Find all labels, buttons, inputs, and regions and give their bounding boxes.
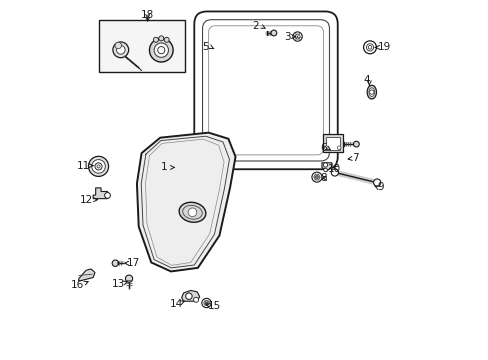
Circle shape: [164, 37, 169, 42]
Text: 12: 12: [80, 195, 93, 205]
Circle shape: [366, 44, 373, 51]
Circle shape: [113, 42, 128, 58]
Ellipse shape: [179, 202, 205, 222]
Circle shape: [153, 37, 158, 42]
Text: 10: 10: [327, 164, 340, 174]
Circle shape: [311, 172, 321, 182]
Circle shape: [116, 45, 125, 54]
Polygon shape: [79, 269, 95, 281]
Circle shape: [202, 298, 211, 308]
Text: 17: 17: [126, 258, 140, 268]
Text: 2: 2: [251, 21, 258, 31]
Text: 5: 5: [202, 42, 208, 52]
Ellipse shape: [366, 85, 376, 99]
Circle shape: [97, 165, 100, 168]
Circle shape: [294, 34, 300, 39]
Circle shape: [337, 146, 340, 149]
Circle shape: [154, 43, 168, 57]
Polygon shape: [182, 291, 199, 301]
Circle shape: [330, 169, 338, 176]
Circle shape: [185, 293, 192, 300]
Circle shape: [115, 42, 121, 49]
Circle shape: [95, 163, 102, 170]
Bar: [325, 137, 339, 149]
Circle shape: [270, 30, 276, 36]
Polygon shape: [137, 133, 235, 271]
Circle shape: [159, 36, 163, 41]
Circle shape: [88, 156, 108, 176]
Polygon shape: [321, 163, 331, 171]
Circle shape: [323, 168, 326, 172]
Text: 7: 7: [352, 153, 358, 163]
Circle shape: [188, 208, 196, 217]
Circle shape: [193, 297, 198, 302]
Circle shape: [323, 163, 327, 167]
FancyBboxPatch shape: [194, 12, 337, 169]
Circle shape: [149, 39, 173, 62]
Polygon shape: [93, 188, 109, 199]
Ellipse shape: [368, 88, 374, 96]
Circle shape: [367, 45, 371, 49]
Bar: [99, 21, 185, 72]
Circle shape: [104, 193, 110, 198]
Circle shape: [369, 90, 373, 94]
Circle shape: [324, 146, 327, 149]
Text: 4: 4: [363, 75, 369, 85]
Text: 11: 11: [77, 161, 90, 171]
Circle shape: [363, 41, 376, 54]
Circle shape: [205, 302, 207, 304]
Text: 6: 6: [320, 143, 326, 153]
Text: 1: 1: [160, 162, 167, 172]
Circle shape: [315, 176, 318, 179]
Text: 16: 16: [71, 280, 84, 290]
Text: 13: 13: [111, 279, 124, 289]
FancyBboxPatch shape: [202, 20, 329, 161]
Circle shape: [158, 46, 164, 54]
Text: 19: 19: [377, 42, 390, 52]
Circle shape: [92, 159, 105, 173]
Circle shape: [313, 174, 319, 180]
Text: 9: 9: [377, 182, 383, 192]
Text: 8: 8: [320, 173, 326, 183]
Ellipse shape: [183, 205, 202, 219]
Text: 15: 15: [207, 301, 220, 311]
Text: 14: 14: [169, 299, 183, 309]
Circle shape: [292, 32, 302, 41]
Circle shape: [373, 179, 380, 186]
Text: 3: 3: [284, 32, 290, 41]
Circle shape: [125, 275, 132, 282]
Circle shape: [203, 301, 208, 306]
Circle shape: [112, 260, 119, 266]
Circle shape: [353, 141, 359, 147]
Bar: [322, 134, 343, 152]
Text: 18: 18: [141, 10, 154, 20]
FancyBboxPatch shape: [208, 26, 323, 155]
